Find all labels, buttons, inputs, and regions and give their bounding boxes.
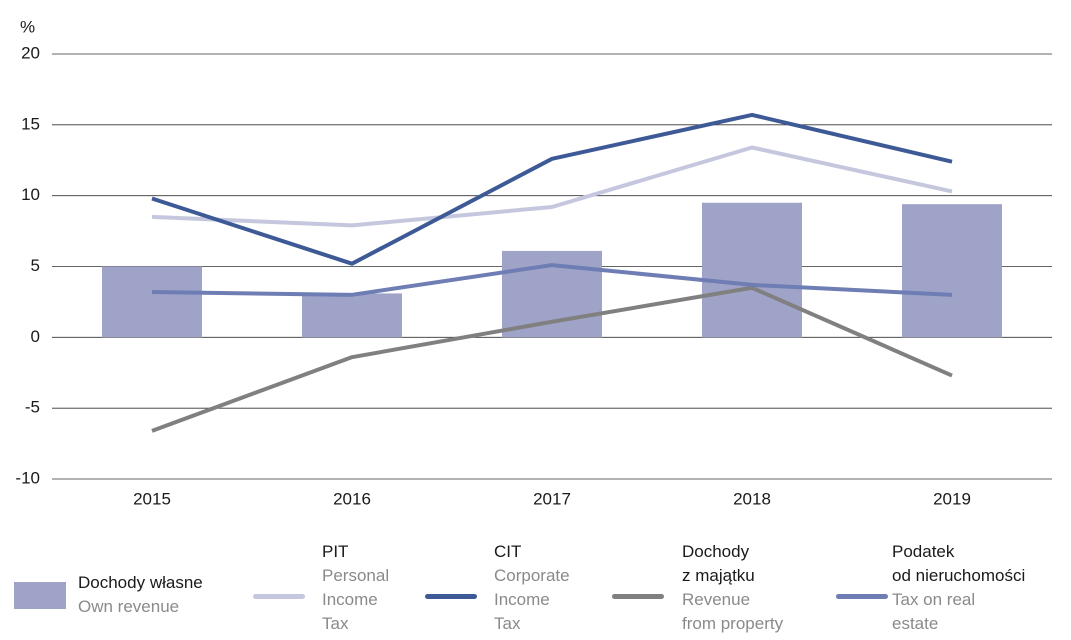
legend-name: Dochody z majątku (682, 542, 755, 585)
legend-entry: Podatek od nieruchomości Tax on real esta… (892, 540, 1025, 636)
line (151, 145, 953, 228)
y-tick-label: 5 (31, 256, 40, 275)
legend-name: Dochody własne (78, 573, 203, 592)
legend-swatch (425, 594, 477, 599)
bar (702, 202, 802, 338)
legend-description: Tax on real estate (892, 590, 976, 633)
x-tick-label: 2016 (333, 489, 371, 508)
legend-swatch (14, 582, 66, 609)
legend-entry: Dochody własne Own revenue (78, 571, 203, 619)
chart: % -10 -5 0 5 10 15 20 2015 2016 2017 2018 2019 (15, 17, 1052, 508)
bar (102, 266, 202, 338)
x-tick-label: 2018 (733, 489, 771, 508)
y-tick-label: 10 (21, 185, 40, 204)
legend-swatch (253, 594, 305, 599)
y-tick-label: -10 (15, 468, 40, 487)
y-tick-label: -5 (25, 398, 40, 417)
legend-entry: PIT Personal Income Tax (322, 540, 389, 636)
legend-name: CIT (494, 542, 522, 561)
x-tick-label: 2017 (533, 489, 571, 508)
legend-swatch (836, 594, 888, 599)
legend-swatch (612, 594, 664, 599)
line (151, 263, 953, 297)
legend-description: Revenue from property (682, 590, 784, 633)
y-tick-label: 15 (21, 114, 40, 133)
legend-name: Podatek od nieruchomości (892, 542, 1026, 585)
y-tick-label: 0 (31, 327, 40, 346)
y-axis-label: % (20, 17, 35, 36)
legend-description: Own revenue (78, 597, 180, 616)
x-tick-label: 2019 (933, 489, 971, 508)
legend-description: Corporate Income Tax (494, 566, 570, 633)
line (151, 112, 953, 266)
y-tick-label: 20 (21, 43, 40, 62)
bar (902, 204, 1002, 338)
legend-entry: Dochody z majątku Revenue from property (682, 540, 783, 636)
line (151, 285, 953, 433)
x-tick-label: 2015 (133, 489, 171, 508)
legend-description: Personal Income Tax (322, 566, 390, 633)
legend-entry: CIT Corporate Income Tax (494, 540, 570, 636)
bar (302, 293, 402, 338)
legend-name: PIT (322, 542, 349, 561)
